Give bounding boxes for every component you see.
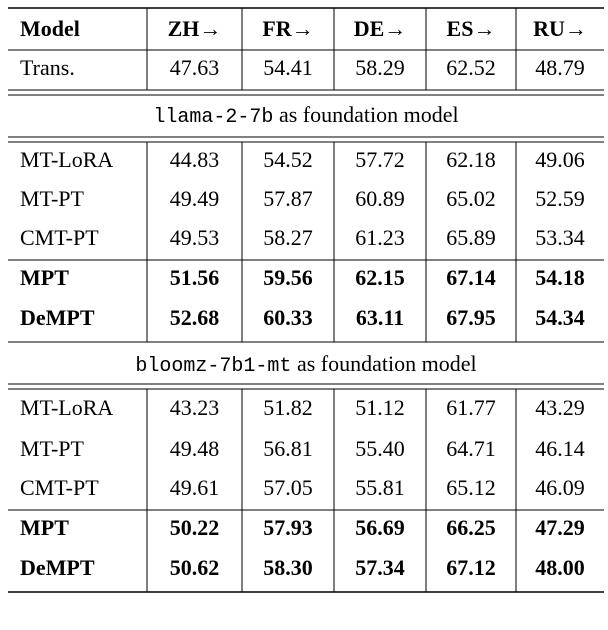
model-name: llama-2-7b [153, 106, 273, 129]
cell: 44.83 [170, 147, 220, 172]
cell: Model [20, 16, 80, 41]
cell: RU→ [533, 16, 587, 41]
cell: 43.29 [535, 395, 585, 420]
cell: MPT [20, 515, 69, 540]
cell: 55.81 [355, 475, 405, 500]
cell: 49.61 [170, 475, 220, 500]
cell: 58.27 [263, 225, 313, 250]
cell: 55.40 [355, 436, 405, 461]
cell: 67.14 [446, 265, 496, 290]
cell: DE→ [354, 16, 407, 41]
cell: 46.14 [535, 436, 585, 461]
cell: ZH→ [168, 16, 222, 41]
cell: 50.62 [170, 555, 220, 580]
section-caption: as foundation model [279, 102, 459, 127]
cell: MT-PT [20, 186, 85, 211]
cell: 52.59 [535, 186, 585, 211]
cell: 63.11 [356, 305, 404, 330]
cell: 65.02 [446, 186, 496, 211]
cell: 57.93 [263, 515, 313, 540]
cell: 54.34 [535, 305, 585, 330]
section-title: llama-2-7b as foundation model [153, 102, 458, 129]
cell: 48.00 [535, 555, 585, 580]
section-caption: as foundation model [297, 351, 477, 376]
cell: 54.52 [263, 147, 313, 172]
cell: MPT [20, 265, 69, 290]
cell: 64.71 [446, 436, 496, 461]
cell: 52.68 [170, 305, 220, 330]
cell: 60.33 [263, 305, 313, 330]
cell: 58.30 [263, 555, 313, 580]
cell: 57.87 [263, 186, 313, 211]
cell: Trans. [20, 55, 75, 80]
cell: 53.34 [535, 225, 585, 250]
cell: 47.63 [170, 55, 220, 80]
cell: 66.25 [446, 515, 496, 540]
cell: MT-LoRA [20, 395, 113, 420]
cell: MT-PT [20, 436, 85, 461]
cell: 67.12 [446, 555, 496, 580]
cell: 65.89 [446, 225, 496, 250]
cell: 57.72 [355, 147, 405, 172]
cell: 50.22 [170, 515, 220, 540]
cell: 61.77 [446, 395, 496, 420]
cell: 65.12 [446, 475, 496, 500]
cell: 51.56 [170, 265, 220, 290]
cell: 59.56 [263, 265, 313, 290]
cell: 62.52 [446, 55, 496, 80]
cell: 62.15 [355, 265, 405, 290]
cell: 51.12 [355, 395, 405, 420]
cell: 54.18 [535, 265, 585, 290]
cell: 58.29 [355, 55, 405, 80]
cell: DeMPT [20, 555, 95, 580]
cell: 56.69 [355, 515, 405, 540]
cell: 67.95 [446, 305, 496, 330]
cell: 57.05 [263, 475, 313, 500]
cell: MT-LoRA [20, 147, 113, 172]
cell: FR→ [262, 16, 313, 41]
cell: 47.29 [535, 515, 585, 540]
cell: 61.23 [355, 225, 405, 250]
cell: DeMPT [20, 305, 95, 330]
cell: CMT-PT [20, 475, 99, 500]
cell: 62.18 [446, 147, 496, 172]
cell: 49.48 [170, 436, 220, 461]
section-title: bloomz-7b1-mt as foundation model [135, 351, 476, 378]
cell: 57.34 [355, 555, 405, 580]
cell: 54.41 [263, 55, 313, 80]
cell: 48.79 [535, 55, 585, 80]
model-name: bloomz-7b1-mt [135, 355, 291, 378]
cell: CMT-PT [20, 225, 99, 250]
cell: 49.06 [535, 147, 585, 172]
cell: 43.23 [170, 395, 220, 420]
cell: 51.82 [263, 395, 313, 420]
cell: 60.89 [355, 186, 405, 211]
cell: 49.53 [170, 225, 220, 250]
cell: 49.49 [170, 186, 220, 211]
cell: 46.09 [535, 475, 585, 500]
cell: 56.81 [263, 436, 313, 461]
cell: ES→ [447, 16, 496, 41]
